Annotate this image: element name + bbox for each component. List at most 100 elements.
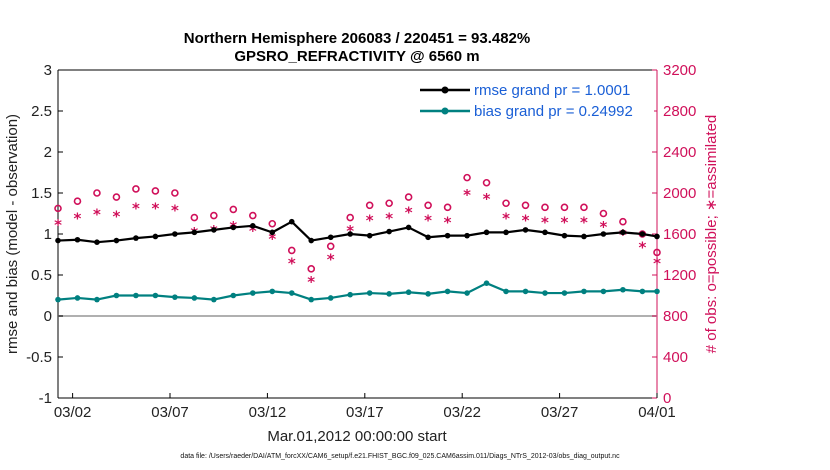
right-tick-label: 0 <box>663 390 671 407</box>
right-tick-label: 800 <box>663 308 688 325</box>
obs-possible-marker <box>326 242 335 251</box>
obs-assimilated-marker: * <box>268 230 276 248</box>
rmse-point <box>483 229 490 236</box>
left-tick-label: 0 <box>44 308 52 325</box>
obs-possible-marker <box>112 193 121 201</box>
obs-assimilated-marker: * <box>93 206 101 224</box>
rmse-point <box>269 229 276 236</box>
bias-point <box>581 288 587 295</box>
bias-point <box>308 296 315 303</box>
obs-possible-marker <box>132 185 140 193</box>
obs-assimilated-marker: * <box>385 210 393 228</box>
obs-assimilated-marker: * <box>653 255 661 273</box>
rmse-point <box>639 231 646 237</box>
obs-assimilated-marker: * <box>171 201 179 219</box>
obs-assimilated-marker: * <box>638 238 646 256</box>
bias-point <box>405 289 412 296</box>
obs-assimilated-marker: * <box>463 186 471 204</box>
legend-box <box>412 80 654 120</box>
obs-assimilated-marker: * <box>483 190 491 208</box>
bias-point <box>249 290 256 296</box>
obs-assimilated-marker: * <box>54 216 62 234</box>
rmse-point <box>561 232 568 239</box>
obs-possible-marker <box>385 199 393 208</box>
rmse-point <box>366 232 373 239</box>
right-tick-label: 1600 <box>663 226 696 243</box>
bias-point <box>230 292 237 299</box>
rmse-point <box>654 233 660 240</box>
obs-possible-marker <box>502 199 510 208</box>
obs-assimilated-marker: * <box>522 212 530 230</box>
obs-assimilated-marker: * <box>600 218 608 236</box>
obs-possible-marker <box>653 248 661 257</box>
y-axis-label-left: rmse and bias (model - observation) <box>4 114 21 354</box>
rmse-point <box>522 227 529 233</box>
obs-possible-marker <box>93 189 101 197</box>
left-tick-label: 0.5 <box>31 267 52 284</box>
obs-assimilated-marker: * <box>424 212 432 230</box>
footer-data-file: data file: /Users/raeder/DAI/ATM_forcXX/… <box>180 453 620 460</box>
obs-possible-marker <box>580 203 588 212</box>
obs-assimilated-marker: * <box>502 210 510 228</box>
x-tick-label: 03/17 <box>346 404 384 421</box>
obs-possible-marker <box>287 246 296 255</box>
obs-possible-marker <box>248 211 257 220</box>
bias-point <box>191 295 198 301</box>
rmse-point <box>152 233 159 240</box>
obs-assimilated-marker: * <box>249 222 257 240</box>
rmse-point <box>425 234 431 241</box>
obs-assimilated-marker: * <box>288 255 296 273</box>
x-tick-label: 03/27 <box>541 404 579 421</box>
axis-ticks: -1 -0.5 0 0.5 1 1.5 2 2.5 3 0 400 800 1200 1600 2000 24… <box>26 62 696 421</box>
rmse-point <box>133 235 139 241</box>
bias-point <box>561 290 568 296</box>
obs-possible-marker <box>229 205 238 214</box>
bias-point <box>172 294 178 300</box>
right-tick-label: 2800 <box>663 103 696 120</box>
obs-possible-marker <box>424 201 432 210</box>
bias-point <box>542 290 548 296</box>
obs-assimilated-marker: * <box>307 273 315 291</box>
obs-possible-marker <box>210 211 218 220</box>
obs-assimilated-marker: * <box>132 199 140 217</box>
obs-assimilated-marker: * <box>366 212 374 230</box>
legend: rmse grand pr = 1.0001 bias grand pr = 0… <box>412 80 654 120</box>
obs-assimilated-marker: * <box>327 251 335 269</box>
legend-bias-marker <box>441 107 449 115</box>
right-tick-label: 2000 <box>663 185 696 202</box>
bias-point <box>522 288 529 295</box>
bias-point <box>444 288 451 295</box>
y-axis-label-right: # of obs: o=possible; ∗=assimilated <box>703 115 720 354</box>
bias-point <box>74 295 81 301</box>
rmse-point <box>249 223 256 229</box>
chart-title-line1: Northern Hemisphere 206083 / 220451 = 93… <box>184 30 530 47</box>
rmse-point <box>288 218 295 225</box>
rmse-point <box>74 236 81 243</box>
legend-rmse-label: rmse grand pr = 1.0001 <box>474 82 630 99</box>
obs-assimilated-marker: * <box>113 208 121 226</box>
rmse-point <box>172 231 178 237</box>
obs-possible-marker <box>73 197 82 205</box>
obs-possible-marker <box>346 213 354 222</box>
bias-point <box>464 290 470 296</box>
obs-possible-marker <box>404 193 413 201</box>
left-tick-label: 1.5 <box>31 185 52 202</box>
obs-assimilated-marker: * <box>541 214 549 232</box>
obs-possible-marker <box>307 265 316 273</box>
rmse-point <box>464 232 470 239</box>
left-tick-label: 1 <box>44 226 52 243</box>
bias-line <box>57 282 657 301</box>
left-tick-label: -0.5 <box>26 349 52 366</box>
x-tick-label: 03/07 <box>151 404 189 421</box>
obs-assimilated-marker: * <box>580 214 588 232</box>
rmse-point <box>581 233 587 240</box>
obs-possible-marker <box>560 203 569 212</box>
bias-point <box>347 291 353 298</box>
obs-assimilated-marker: * <box>74 210 82 228</box>
obs-possible-marker <box>190 213 199 222</box>
rmse-point <box>113 237 120 244</box>
rmse-point <box>327 234 334 241</box>
bias-point <box>288 290 295 296</box>
obs-possible-marker <box>365 201 374 210</box>
bias-point <box>503 288 509 295</box>
